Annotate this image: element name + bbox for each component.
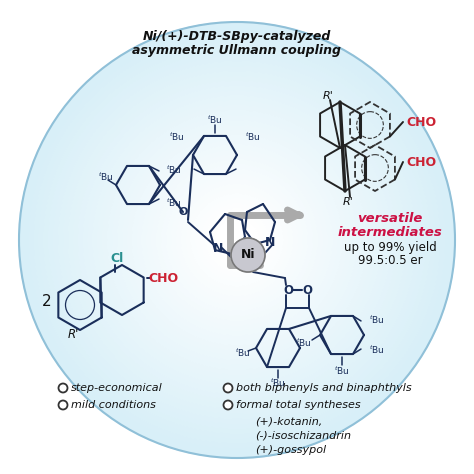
Circle shape [63, 66, 411, 414]
Circle shape [146, 149, 328, 330]
Text: O: O [302, 283, 312, 297]
Text: N: N [213, 241, 223, 255]
Text: $^t$Bu: $^t$Bu [166, 197, 182, 209]
Circle shape [78, 81, 396, 399]
Text: $^t$Bu: $^t$Bu [166, 164, 182, 176]
Circle shape [38, 42, 436, 438]
Text: $^t$Bu: $^t$Bu [270, 377, 286, 389]
Text: both biphenyls and binaphthyls: both biphenyls and binaphthyls [236, 383, 411, 393]
Circle shape [176, 179, 298, 301]
Circle shape [24, 27, 450, 453]
Text: $^t$Bu: $^t$Bu [296, 337, 312, 349]
Circle shape [44, 46, 430, 434]
Text: $^t$Bu: $^t$Bu [169, 131, 185, 143]
Text: (+)-kotanin,: (+)-kotanin, [255, 417, 322, 427]
Circle shape [224, 383, 233, 392]
Circle shape [107, 110, 367, 370]
Circle shape [166, 169, 308, 311]
Text: $^t$Bu: $^t$Bu [245, 131, 261, 143]
Circle shape [137, 140, 337, 340]
Text: N: N [265, 236, 275, 248]
Circle shape [19, 22, 455, 458]
Text: formal total syntheses: formal total syntheses [236, 400, 361, 410]
Circle shape [156, 159, 318, 320]
Text: step-economical: step-economical [71, 383, 163, 393]
Circle shape [54, 56, 420, 424]
Circle shape [117, 120, 357, 360]
Circle shape [48, 52, 426, 428]
Text: Cl: Cl [110, 252, 124, 264]
Circle shape [58, 61, 416, 419]
Circle shape [224, 401, 233, 410]
Circle shape [102, 105, 372, 374]
Text: intermediates: intermediates [337, 226, 442, 238]
Text: CHO: CHO [406, 155, 436, 168]
Text: Ni/(+)-DTB-SBpy-catalyzed: Ni/(+)-DTB-SBpy-catalyzed [143, 29, 331, 43]
Circle shape [92, 96, 382, 384]
Circle shape [98, 100, 376, 380]
Text: up to 99% yield: up to 99% yield [344, 240, 437, 254]
Circle shape [215, 218, 259, 262]
Text: R': R' [343, 197, 354, 207]
Circle shape [210, 213, 264, 267]
Text: 2: 2 [42, 294, 52, 310]
Text: R': R' [323, 91, 333, 101]
Text: $^t$Bu: $^t$Bu [98, 171, 114, 183]
Text: O: O [283, 283, 293, 297]
Circle shape [88, 91, 386, 389]
Circle shape [68, 71, 406, 409]
Text: $^t$Bu: $^t$Bu [369, 344, 385, 356]
Circle shape [112, 115, 362, 365]
Circle shape [171, 174, 303, 306]
Text: $^t$Bu: $^t$Bu [235, 347, 251, 359]
Text: asymmetric Ullmann coupling: asymmetric Ullmann coupling [133, 44, 341, 56]
Text: mild conditions: mild conditions [71, 400, 156, 410]
Circle shape [186, 189, 288, 291]
Text: (-)-isoschizandrin: (-)-isoschizandrin [255, 431, 351, 441]
Circle shape [181, 184, 293, 296]
Circle shape [127, 130, 347, 350]
Text: CHO: CHO [406, 116, 436, 128]
Circle shape [151, 155, 323, 326]
Text: $^t$Bu: $^t$Bu [334, 365, 350, 377]
Circle shape [29, 32, 445, 448]
Circle shape [132, 135, 342, 345]
Circle shape [58, 401, 67, 410]
Circle shape [231, 238, 265, 272]
Circle shape [83, 86, 391, 394]
Circle shape [161, 164, 313, 316]
Text: 99.5:0.5 er: 99.5:0.5 er [358, 254, 422, 266]
Text: versatile: versatile [357, 211, 423, 225]
Circle shape [34, 36, 440, 443]
Circle shape [191, 194, 283, 286]
Circle shape [201, 203, 273, 276]
Text: (+)-gossypol: (+)-gossypol [255, 445, 326, 455]
Text: R': R' [67, 328, 79, 341]
Text: Ni: Ni [241, 248, 255, 262]
Text: $^t$Bu: $^t$Bu [369, 314, 385, 326]
Circle shape [205, 209, 269, 272]
Circle shape [122, 125, 352, 355]
Text: O: O [178, 207, 188, 217]
Text: $^t$Bu: $^t$Bu [207, 114, 223, 126]
Circle shape [73, 76, 401, 404]
Circle shape [142, 145, 332, 336]
Circle shape [196, 199, 278, 282]
Circle shape [58, 383, 67, 392]
Text: CHO: CHO [148, 272, 178, 284]
